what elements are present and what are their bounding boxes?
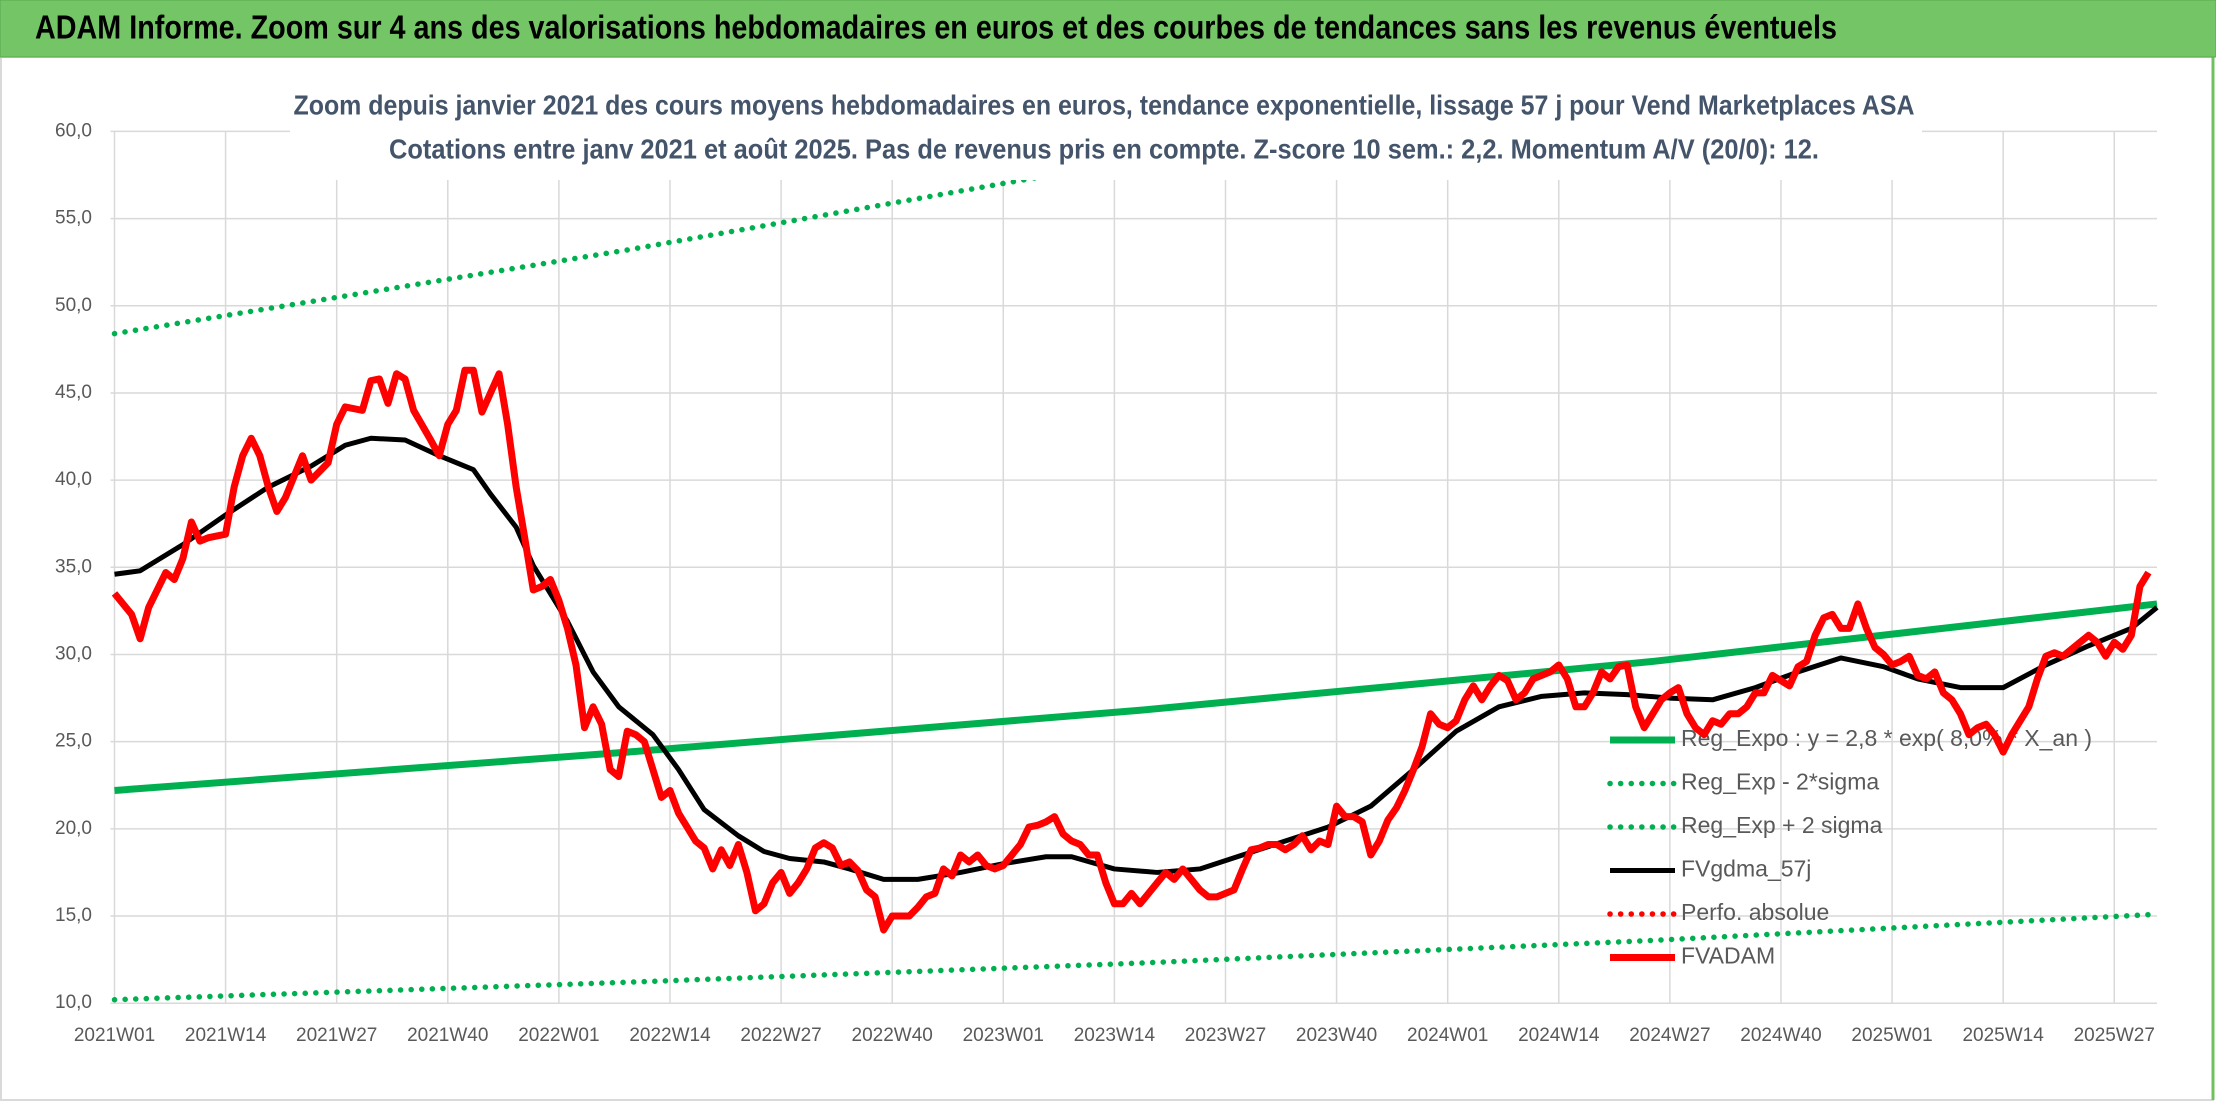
y-tick-label: 45,0 — [55, 382, 92, 403]
y-tick-label: 30,0 — [55, 643, 92, 664]
title-box — [290, 86, 1922, 180]
x-tick-label: 2025W14 — [1962, 1025, 2044, 1046]
x-tick-label: 2022W01 — [518, 1025, 599, 1046]
x-tick-label: 2023W40 — [1296, 1025, 1377, 1046]
y-tick-label: 60,0 — [55, 120, 92, 141]
series-line — [111, 911, 2160, 1003]
legend-label: Reg_Expo : y = 2,8 * exp( 8,0% * X_an ) — [1681, 725, 2092, 751]
chart-subtitle: Cotations entre janv 2021 et août 2025. … — [389, 133, 1819, 164]
x-tick-label: 2024W40 — [1740, 1025, 1821, 1046]
x-tick-label: 2021W27 — [296, 1025, 377, 1046]
x-tick-label: 2021W40 — [407, 1025, 488, 1046]
y-tick-label: 20,0 — [55, 818, 92, 839]
x-tick-label: 2021W14 — [185, 1025, 267, 1046]
x-tick-label: 2025W27 — [2074, 1025, 2155, 1046]
y-tick-label: 15,0 — [55, 905, 92, 926]
y-tick-label: 50,0 — [55, 295, 92, 316]
legend-label: FVADAM — [1681, 943, 1775, 969]
legend-label: Perfo. absolue — [1681, 899, 1829, 925]
x-tick-label: 2023W27 — [1185, 1025, 1266, 1046]
legend-label: Reg_Exp - 2*sigma — [1681, 769, 1879, 795]
header-title: ADAM Informe. Zoom sur 4 ans des valoris… — [35, 9, 1837, 46]
x-tick-label: 2022W40 — [852, 1025, 933, 1046]
axes: 10,0 15,0 20,0 25,0 30,0 35,0 40,0 45,0 50,0 55,0… — [55, 120, 2155, 1046]
legend: Reg_Expo : y = 2,8 * exp( 8,0% * X_an ) R… — [1607, 725, 2092, 969]
series-line — [114, 600, 2158, 794]
x-tick-label: 2022W27 — [740, 1025, 821, 1046]
x-tick-label: 2024W14 — [1518, 1025, 1600, 1046]
y-tick-label: 55,0 — [55, 208, 92, 229]
x-tick-label: 2022W14 — [629, 1025, 711, 1046]
x-tick-label: 2021W01 — [74, 1025, 155, 1046]
chart-title: Zoom depuis janvier 2021 des cours moyen… — [294, 89, 1915, 120]
series-line — [111, 366, 2152, 934]
legend-label: Reg_Exp + 2 sigma — [1681, 812, 1883, 838]
y-tick-label: 35,0 — [55, 556, 92, 577]
x-tick-label: 2024W01 — [1407, 1025, 1488, 1046]
y-tick-label: 10,0 — [55, 992, 92, 1013]
y-tick-label: 40,0 — [55, 469, 92, 490]
x-tick-label: 2023W01 — [963, 1025, 1044, 1046]
x-tick-label: 2024W27 — [1629, 1025, 1710, 1046]
x-tick-label: 2025W01 — [1851, 1025, 1932, 1046]
legend-label: FVgdma_57j — [1681, 856, 1811, 882]
y-tick-label: 25,0 — [55, 731, 92, 752]
header-bar — [0, 0, 2216, 58]
x-tick-label: 2023W14 — [1074, 1025, 1156, 1046]
